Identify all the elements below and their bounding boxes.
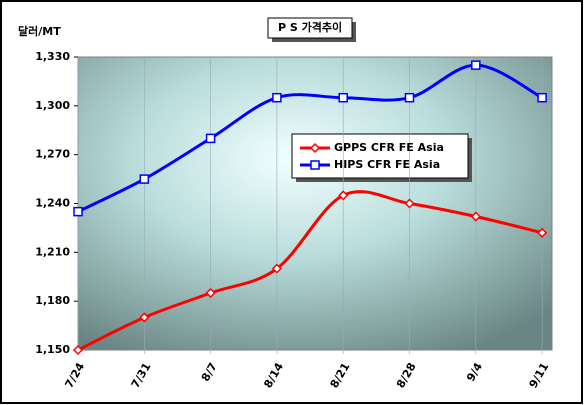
marker bbox=[205, 287, 216, 299]
series-line bbox=[77, 190, 543, 352]
y-tick-label: 1,330 bbox=[35, 50, 70, 63]
marker bbox=[309, 142, 321, 154]
legend-label: GPPS CFR FE Asia bbox=[334, 141, 444, 154]
marker bbox=[139, 312, 150, 323]
legend-label: HIPS CFR FE Asia bbox=[334, 158, 440, 171]
chart-title: P S 가격추이 bbox=[278, 20, 342, 34]
title-box bbox=[267, 17, 353, 39]
marker bbox=[537, 227, 548, 238]
marker bbox=[72, 344, 84, 356]
series-line bbox=[77, 63, 543, 213]
plot-area bbox=[77, 56, 553, 351]
marker bbox=[272, 92, 282, 103]
marker bbox=[404, 198, 415, 209]
marker bbox=[471, 60, 481, 70]
marker bbox=[470, 211, 481, 222]
marker bbox=[73, 206, 83, 217]
y-axis-label: 달러/MT bbox=[18, 24, 61, 38]
marker bbox=[205, 133, 216, 144]
y-tick-label: 1,180 bbox=[35, 294, 70, 307]
y-tick-label: 1,210 bbox=[35, 245, 70, 258]
marker bbox=[338, 190, 349, 201]
marker bbox=[271, 263, 282, 274]
legend bbox=[291, 133, 469, 179]
y-tick-label: 1,300 bbox=[35, 99, 70, 112]
y-tick-label: 1,240 bbox=[35, 197, 70, 210]
y-tick-label: 1,270 bbox=[35, 148, 70, 161]
y-tick-label: 1,150 bbox=[35, 343, 70, 356]
marker bbox=[404, 92, 415, 103]
marker bbox=[139, 174, 150, 184]
marker bbox=[310, 160, 320, 170]
marker bbox=[338, 92, 348, 103]
marker bbox=[537, 92, 547, 103]
